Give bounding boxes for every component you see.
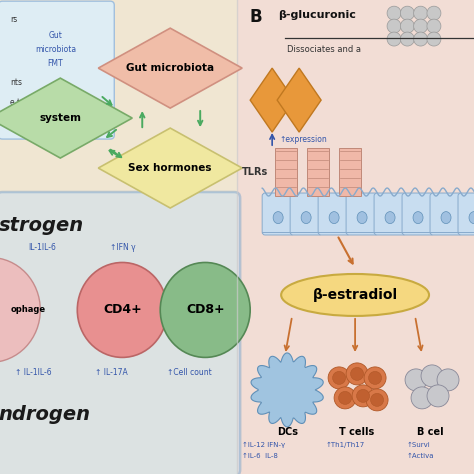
Ellipse shape (427, 32, 441, 46)
FancyBboxPatch shape (0, 192, 240, 474)
FancyBboxPatch shape (0, 1, 114, 139)
Text: Gut: Gut (48, 31, 62, 40)
Text: Dissociates and a: Dissociates and a (287, 45, 361, 54)
Text: ↑Th1/Th17: ↑Th1/Th17 (325, 442, 365, 448)
Text: B: B (249, 8, 262, 26)
Text: β-glucuronic: β-glucuronic (278, 10, 356, 20)
FancyBboxPatch shape (402, 193, 434, 235)
Ellipse shape (301, 211, 311, 224)
FancyBboxPatch shape (458, 193, 474, 235)
FancyBboxPatch shape (262, 193, 294, 235)
Ellipse shape (334, 387, 356, 409)
Ellipse shape (77, 263, 167, 357)
Ellipse shape (364, 367, 386, 389)
Ellipse shape (333, 372, 346, 384)
Ellipse shape (366, 389, 388, 411)
Text: Sex hormones: Sex hormones (128, 163, 212, 173)
Text: IL-1IL-6: IL-1IL-6 (28, 243, 56, 252)
Text: B cel: B cel (417, 427, 443, 437)
Text: DCs: DCs (277, 427, 298, 437)
Ellipse shape (413, 211, 423, 224)
Text: ↑Activa: ↑Activa (407, 453, 435, 459)
Polygon shape (98, 28, 242, 108)
Ellipse shape (160, 263, 250, 357)
Ellipse shape (411, 387, 433, 409)
Ellipse shape (427, 6, 441, 20)
Ellipse shape (401, 32, 414, 46)
Text: ↑IFN γ: ↑IFN γ (110, 243, 136, 252)
Text: ophage: ophage (11, 305, 46, 314)
Ellipse shape (281, 274, 429, 316)
Text: e to ICI: e to ICI (10, 98, 37, 107)
Text: FMT: FMT (47, 59, 63, 68)
Text: ↑ IL-1IL-6: ↑ IL-1IL-6 (15, 368, 52, 377)
Ellipse shape (352, 385, 374, 407)
Text: microbiota: microbiota (35, 45, 76, 54)
Ellipse shape (405, 369, 427, 391)
Polygon shape (98, 128, 242, 208)
FancyBboxPatch shape (237, 0, 474, 474)
Ellipse shape (469, 211, 474, 224)
FancyBboxPatch shape (430, 193, 462, 235)
Ellipse shape (387, 19, 401, 33)
Polygon shape (250, 68, 294, 132)
Ellipse shape (385, 211, 395, 224)
Text: ↑IL-6  IL-8: ↑IL-6 IL-8 (242, 453, 278, 459)
Ellipse shape (401, 19, 414, 33)
Text: CD8+: CD8+ (186, 303, 225, 317)
Text: rs: rs (10, 15, 18, 24)
Ellipse shape (346, 363, 368, 385)
Text: ↑expression: ↑expression (279, 135, 327, 144)
FancyBboxPatch shape (318, 193, 350, 235)
Polygon shape (0, 78, 132, 158)
Text: β-estradiol: β-estradiol (312, 288, 398, 302)
Text: Gut microbiota: Gut microbiota (126, 63, 214, 73)
Text: ↑Cell count: ↑Cell count (167, 368, 212, 377)
Text: T cells: T cells (339, 427, 375, 437)
Polygon shape (251, 353, 323, 427)
Ellipse shape (437, 369, 459, 391)
Ellipse shape (369, 372, 382, 384)
FancyBboxPatch shape (290, 193, 322, 235)
Ellipse shape (441, 211, 451, 224)
FancyBboxPatch shape (307, 148, 329, 196)
Ellipse shape (273, 211, 283, 224)
Text: ↑IL-12 IFN-γ: ↑IL-12 IFN-γ (242, 442, 285, 448)
Ellipse shape (427, 19, 441, 33)
Ellipse shape (357, 211, 367, 224)
FancyBboxPatch shape (346, 193, 378, 235)
Ellipse shape (328, 367, 350, 389)
Text: nts: nts (10, 78, 22, 87)
Ellipse shape (356, 389, 370, 402)
Ellipse shape (421, 365, 443, 387)
Text: CD4+: CD4+ (103, 303, 142, 317)
Ellipse shape (351, 367, 364, 381)
Text: TLRs: TLRs (242, 167, 268, 177)
Ellipse shape (427, 385, 449, 407)
Text: ↑Survi: ↑Survi (407, 442, 431, 448)
Text: ↑ IL-17A: ↑ IL-17A (95, 368, 128, 377)
FancyBboxPatch shape (275, 148, 297, 196)
Text: system: system (39, 113, 82, 123)
Ellipse shape (401, 6, 414, 20)
Polygon shape (277, 68, 321, 132)
FancyBboxPatch shape (374, 193, 406, 235)
Ellipse shape (387, 6, 401, 20)
Ellipse shape (329, 211, 339, 224)
Ellipse shape (387, 32, 401, 46)
FancyBboxPatch shape (339, 148, 361, 196)
Ellipse shape (338, 392, 352, 404)
FancyBboxPatch shape (0, 0, 237, 474)
Ellipse shape (414, 6, 428, 20)
Text: strogen: strogen (0, 216, 83, 235)
Ellipse shape (414, 19, 428, 33)
Ellipse shape (0, 257, 40, 363)
Ellipse shape (371, 393, 383, 406)
Text: ndrogen: ndrogen (0, 405, 91, 424)
Ellipse shape (414, 32, 428, 46)
